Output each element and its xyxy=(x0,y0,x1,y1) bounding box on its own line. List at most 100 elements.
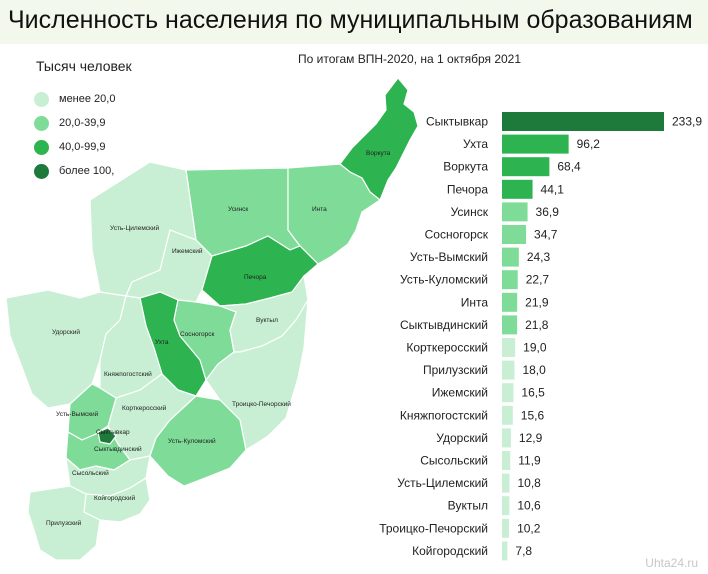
bar xyxy=(502,134,569,154)
bar xyxy=(502,247,519,267)
bar-category-label: Прилузский xyxy=(423,363,488,377)
bar xyxy=(502,157,550,177)
map-label-izhemsky: Ижемский xyxy=(172,247,203,255)
map-label-vuktyl: Вуктыл xyxy=(256,317,278,324)
bar-value-label: 36,9 xyxy=(536,205,560,219)
bar-category-label: Усть-Цилемский xyxy=(397,476,488,490)
legend-swatch-4 xyxy=(34,163,49,179)
watermark: Uhta24.ru xyxy=(645,556,698,570)
bar-category-label: Койгородский xyxy=(412,544,488,558)
bar-category-label: Ижемский xyxy=(432,386,488,400)
bar xyxy=(502,179,533,199)
bar-category-label: Княжпогостский xyxy=(400,408,488,422)
legend-title: Тысяч человек xyxy=(36,58,132,74)
bar-value-label: 44,1 xyxy=(541,182,565,196)
map-label-troitsko-pechorsky: Троицко-Печорский xyxy=(232,400,291,408)
bar xyxy=(502,428,511,448)
chart-title: Численность населения по муниципальным о… xyxy=(8,6,693,34)
bar-value-label: 11,9 xyxy=(518,454,541,468)
bar-value-label: 16,5 xyxy=(521,386,545,400)
bar xyxy=(502,202,528,222)
map-label-kortkerossky: Корткеросский xyxy=(122,404,167,412)
bar-value-label: 34,7 xyxy=(534,228,558,242)
map-label-inta: Инта xyxy=(312,206,327,213)
map-label-syktyvdinsky: Сыктывдинский xyxy=(94,445,142,453)
map-label-sysolsky: Сысольский xyxy=(72,469,109,477)
map-region-syktyvkar xyxy=(97,427,117,445)
bar-value-label: 68,4 xyxy=(557,160,581,174)
map-label-ust-vymsky: Усть-Вымский xyxy=(56,410,99,418)
legend-item-4: более 100, xyxy=(34,162,114,180)
bar xyxy=(502,112,664,131)
bar-value-label: 21,8 xyxy=(525,318,549,332)
bar-value-label: 233,9 xyxy=(672,115,702,129)
bar-value-label: 19,0 xyxy=(523,341,547,355)
bar xyxy=(502,496,510,516)
bar-value-label: 15,6 xyxy=(521,408,545,422)
bar xyxy=(502,225,527,244)
bar-category-label: Сыктывкар xyxy=(426,115,488,129)
bar-value-label: 7,8 xyxy=(515,544,532,558)
bar-value-label: 96,2 xyxy=(577,137,601,151)
map-region-priluzsky xyxy=(27,485,101,561)
bar-category-label: Сысольский xyxy=(420,454,488,468)
bar-category-label: Воркута xyxy=(443,160,488,174)
map-label-sosnogorsk: Сосногорск xyxy=(180,331,214,338)
bar-category-label: Печора xyxy=(447,182,489,196)
legend-label-4: более 100, xyxy=(59,165,115,177)
bar-category-label: Вуктыл xyxy=(448,499,488,513)
bar-value-label: 12,9 xyxy=(519,431,543,445)
bar-value-label: 10,6 xyxy=(517,499,541,513)
map-region-ust-kulomsky xyxy=(149,395,247,487)
legend-label-1: менее 20,0 xyxy=(59,93,116,105)
bar-category-label: Усинск xyxy=(451,205,489,219)
map-label-ust-kulomsky: Усть-Куломский xyxy=(168,437,216,445)
bar xyxy=(502,270,518,290)
map-label-koygorodsky: Койгородский xyxy=(94,494,135,502)
region-map: Воркута Усинск Инта Усть-Цилемский Ижемс… xyxy=(5,77,419,561)
map-label-ust-tsilemsky: Усть-Цилемский xyxy=(110,224,160,232)
map-label-usinsk: Усинск xyxy=(228,206,248,213)
legend-item-1: менее 20,0 xyxy=(34,90,115,108)
bar-category-label: Сыктывдинский xyxy=(400,318,488,332)
bar-category-label: Удорский xyxy=(436,431,488,445)
bar xyxy=(502,315,518,335)
map-label-knyazhpogostsky: Княжпогостский xyxy=(104,370,152,378)
bar xyxy=(502,405,513,425)
bar xyxy=(502,338,516,357)
bar-category-label: Троицко-Печорский xyxy=(379,521,488,535)
chart-subtitle: По итогам ВПН-2020, на 1 октября 2021 xyxy=(298,52,522,66)
legend-label-2: 20,0-39,9 xyxy=(59,117,106,129)
legend-swatch-1 xyxy=(34,91,49,107)
bar-category-label: Инта xyxy=(461,295,489,309)
bar xyxy=(502,383,514,403)
bar xyxy=(502,451,511,470)
legend-item-2: 20,0-39,9 xyxy=(34,114,105,132)
bar-category-label: Корткеросский xyxy=(406,341,488,355)
bar-category-label: Сосногорск xyxy=(425,228,489,242)
bar xyxy=(502,541,508,561)
legend-swatch-3 xyxy=(34,139,49,155)
bar xyxy=(502,360,515,380)
legend-swatch-2 xyxy=(34,115,49,131)
bar-value-label: 22,7 xyxy=(526,273,550,287)
bar-category-label: Усть-Вымский xyxy=(410,250,488,264)
map-region-vorkuta xyxy=(339,77,419,201)
map-label-syktyvkar: Сыктывкар xyxy=(96,429,130,436)
bar-value-label: 10,8 xyxy=(517,476,541,490)
map-label-udorsky: Удорский xyxy=(52,328,80,336)
bar xyxy=(502,292,518,312)
bar-category-label: Усть-Куломский xyxy=(400,273,488,287)
map-label-pechora: Печора xyxy=(244,274,267,281)
bar-value-label: 24,3 xyxy=(527,250,551,264)
map-label-priluzsky: Прилузский xyxy=(46,519,82,527)
title-bar: Численность населения по муниципальным о… xyxy=(0,0,708,44)
bar xyxy=(502,518,510,538)
map-label-ukhta: Ухта xyxy=(155,339,169,346)
bar-value-label: 21,9 xyxy=(525,295,549,309)
legend-label-3: 40,0-99,9 xyxy=(59,141,106,153)
bar-value-label: 18,0 xyxy=(522,363,546,377)
bar-category-label: Ухта xyxy=(463,137,488,151)
bar-value-label: 10,2 xyxy=(517,521,541,535)
